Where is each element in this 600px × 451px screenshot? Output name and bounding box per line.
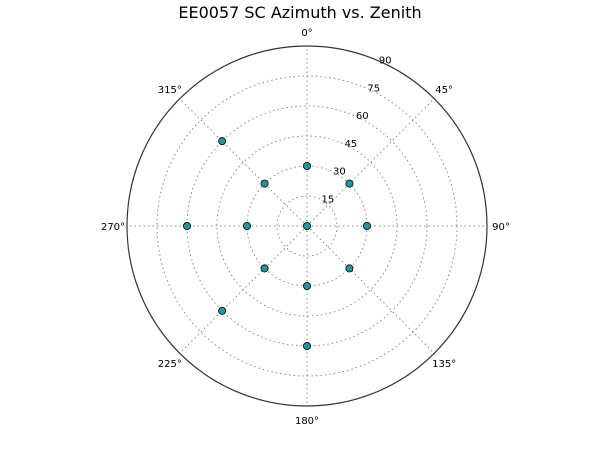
theta-tick-label: 135° <box>432 359 456 370</box>
data-point <box>362 221 371 230</box>
r-tick-label: 60 <box>356 111 369 122</box>
theta-gridline-135 <box>306 225 435 354</box>
theta-tick-label: 270° <box>101 222 125 233</box>
r-gridline-15 <box>276 195 338 257</box>
data-point <box>218 137 227 146</box>
theta-tick-labels: 0° 45° 90° 135° 180° 225° 270° 315° <box>101 28 510 427</box>
data-point <box>218 306 227 315</box>
r-tick-label: 75 <box>367 83 380 94</box>
data-point <box>302 341 311 350</box>
theta-gridline-225 <box>179 225 308 354</box>
theta-tick-label: 180° <box>295 416 319 427</box>
data-point <box>302 221 311 230</box>
grid-layer <box>127 46 487 406</box>
theta-gridline-45 <box>306 98 435 227</box>
data-point <box>260 179 269 188</box>
data-point <box>260 264 269 273</box>
data-point <box>302 281 311 290</box>
theta-tick-label: 315° <box>158 85 182 96</box>
data-point <box>302 161 311 170</box>
theta-gridline-315 <box>179 98 308 227</box>
r-tick-label: 45 <box>344 139 357 150</box>
data-point <box>242 221 251 230</box>
data-point <box>345 264 354 273</box>
r-tick-labels: 15 30 45 60 75 90 <box>321 56 391 206</box>
theta-tick-label: 0° <box>301 28 312 39</box>
data-point <box>182 221 191 230</box>
theta-tick-label: 45° <box>435 85 453 96</box>
polar-frame <box>126 45 488 407</box>
r-gridline-60 <box>186 105 428 347</box>
data-points <box>182 137 371 350</box>
r-tick-label: 15 <box>321 194 334 205</box>
data-point <box>345 179 354 188</box>
theta-tick-label: 90° <box>492 222 510 233</box>
r-tick-label: 30 <box>333 167 346 178</box>
theta-tick-label: 225° <box>158 359 182 370</box>
chart-title: EE0057 SC Azimuth vs. Zenith <box>178 3 421 22</box>
r-tick-label: 90 <box>379 56 392 67</box>
